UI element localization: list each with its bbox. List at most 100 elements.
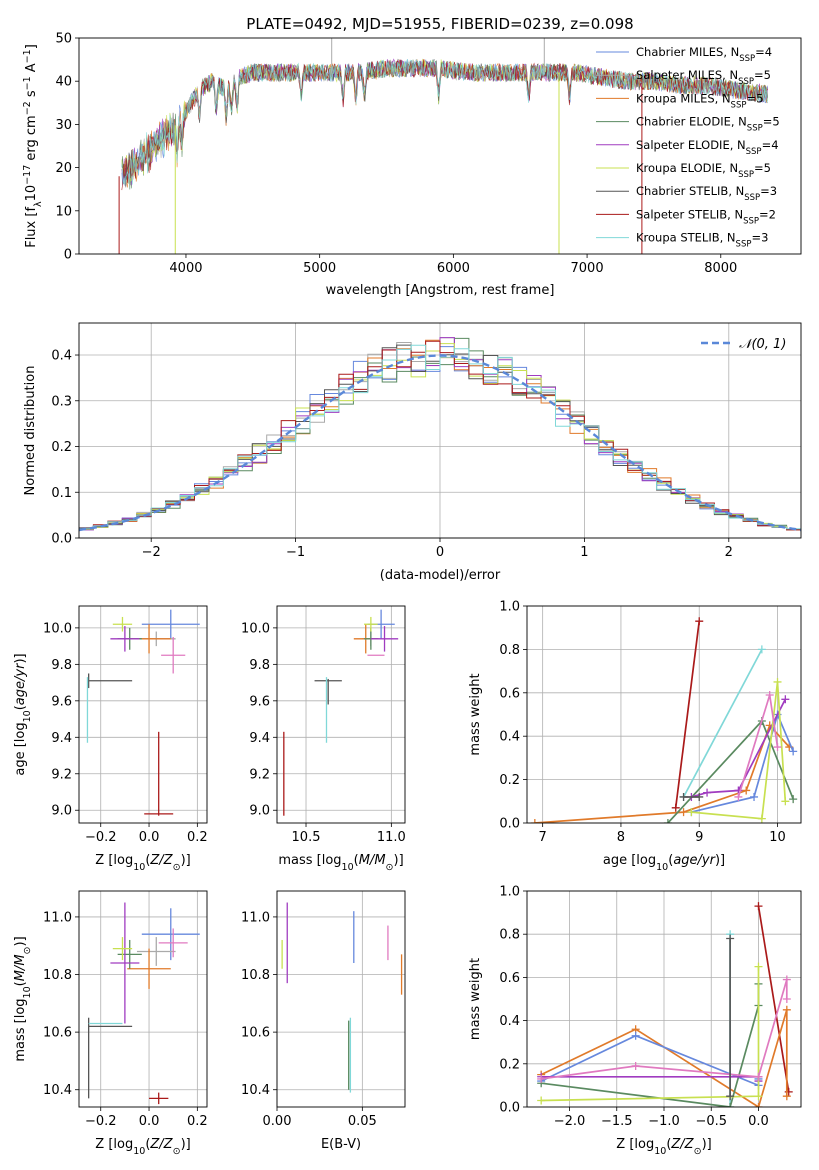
ytick-label-3: 9.6: [249, 694, 270, 709]
ytick-label-2: 10.8: [43, 968, 72, 983]
xtick-label-0: −2.0: [554, 1114, 586, 1129]
spectrum-xlabel: wavelength [Angstrom, rest frame]: [326, 283, 555, 298]
ytick-label-1: 0.1: [51, 486, 72, 501]
legend-label-7: Chabrier STELIB, NSSP=3: [636, 184, 777, 203]
xtick-label-1: 0.05: [348, 1114, 377, 1129]
plot-frame: [78, 322, 802, 539]
massweight-marker-7-3: [781, 797, 790, 806]
massweight-line-6: [541, 1075, 760, 1082]
ytick-label-4: 0.4: [51, 349, 72, 364]
massweight-marker-8-0: [734, 792, 743, 801]
massweight-marker-6-1: [703, 788, 712, 797]
legend-label-3: Kroupa MILES, NSSP=5: [636, 91, 763, 110]
age-vs-Z-ylabel: age [log10(age/yr)]: [13, 653, 33, 775]
massweight-marker-5-1: [726, 1103, 735, 1107]
massweight-marker-6-3: [781, 695, 790, 704]
massweight-marker-8-0: [537, 1074, 546, 1083]
massweight-line-4: [540, 1034, 760, 1087]
ytick-label-4: 40: [55, 75, 72, 90]
massweight-vs-age-panel: 7 8 9 10 0.0 0.2 0.4 0.6 0.8 1.0 age [log10(age/yr…: [468, 600, 802, 873]
massweight-marker-9-0: [679, 792, 688, 801]
massweight-line-1: [757, 905, 790, 1093]
massweight-marker-8-3: [782, 975, 791, 984]
ytick-label-0: 9.0: [51, 804, 72, 819]
residuals-xlabel: (data-model)/error: [380, 568, 501, 583]
xtick-label-0: −0.2: [85, 830, 117, 845]
xtick-label-0: −2: [142, 545, 161, 560]
ytick-label-3: 0.3: [51, 394, 72, 409]
massweight-vs-Z-ylabel: mass weight: [468, 958, 483, 1040]
xtick-label-1: 0.0: [139, 1114, 160, 1129]
ytick-label-5: 10.0: [241, 621, 270, 636]
legend-label-5: Salpeter ELODIE, NSSP=4: [636, 138, 779, 157]
plot-frame: [78, 37, 802, 255]
ytick-label-1: 9.2: [51, 767, 72, 782]
massweight-marker-1-0: [671, 803, 680, 812]
spectrum-panel: 4000 5000 6000 7000 8000 0 10 20 30 40 50 wavelengt…: [22, 32, 802, 298]
xtick-label-1: −1: [286, 545, 305, 560]
xtick-label-2: 0.2: [187, 830, 208, 845]
ytick-label-4: 9.8: [51, 658, 72, 673]
massweight-marker-4-1: [750, 792, 759, 801]
massweight-line-7: [541, 966, 760, 1102]
legend-label-9: Kroupa STELIB, NSSP=3: [636, 231, 768, 250]
massweight-marker-3-3: [782, 1005, 791, 1014]
massweight-line-1: [674, 621, 701, 808]
massweight-line-2: [682, 649, 763, 798]
spectrum-series-9: [121, 59, 768, 186]
normal-reference-curve: [79, 354, 801, 532]
plot-frame: [526, 890, 802, 1108]
age-vs-mass-xlabel: mass [log10(M/M⊙)]: [278, 853, 403, 873]
ytick-label-5: 50: [55, 32, 72, 47]
xtick-label-0: 0.00: [263, 1114, 292, 1129]
plot-frame: [78, 605, 208, 824]
massweight-marker-2-1: [757, 645, 766, 654]
ytick-label-0: 0: [64, 248, 72, 263]
plot-area: [86, 609, 200, 816]
xtick-label-1: 0.0: [139, 830, 160, 845]
xtick-label-2: 6000: [437, 261, 470, 276]
mass-vs-EBV-xlabel: E(B-V): [321, 1137, 361, 1152]
legend-label-normal: 𝒩(0, 1): [739, 337, 786, 352]
ytick-label-4: 0.8: [499, 643, 520, 658]
xtick-label-1: 8: [617, 830, 625, 845]
ytick-label-3: 0.6: [499, 686, 520, 701]
ytick-label-2: 0.4: [499, 1014, 520, 1029]
massweight-line-3: [540, 1009, 788, 1107]
ytick-label-2: 9.4: [249, 731, 270, 746]
legend-label-1: Chabrier MILES, NSSP=4: [636, 45, 772, 64]
spectrum-title: PLATE=0492, MJD=51955, FIBERID=0239, z=0…: [246, 15, 633, 33]
ytick-label-1: 9.2: [249, 767, 270, 782]
xtick-label-0: −0.2: [85, 1114, 117, 1129]
massweight-marker-7-2: [754, 962, 763, 971]
xtick-label-0: 4000: [169, 261, 202, 276]
massweight-marker-7-0: [537, 1096, 546, 1105]
massweight-marker-3-2: [754, 1103, 763, 1107]
massweight-marker-4-1: [631, 1031, 640, 1040]
massweight-marker-9-0: [726, 1092, 735, 1101]
ytick-label-0: 0.0: [499, 1101, 520, 1116]
ytick-label-0: 0.0: [51, 532, 72, 547]
plot-area: [530, 617, 798, 823]
mass-vs-Z-panel: −0.2 0.0 0.2 10.4 10.6 10.8 11.0 Z [log10(Z/Z⊙)…: [13, 890, 208, 1157]
mass-vs-EBV-panel: 0.00 0.05 10.4 10.6 10.8 11.0 E(B-V): [241, 890, 406, 1152]
plot-frame: [526, 605, 802, 824]
xtick-label-1: −1.5: [601, 1114, 633, 1129]
ytick-label-0: 0.0: [499, 817, 520, 832]
massweight-marker-1-0: [754, 902, 763, 911]
mass-vs-Z-xlabel: Z [log10(Z/Z⊙)]: [95, 1137, 190, 1157]
xtick-label-4: 2: [725, 545, 733, 560]
ytick-label-4: 9.8: [249, 658, 270, 673]
massweight-marker-7-1: [754, 1092, 763, 1101]
xtick-label-0: 7: [539, 830, 547, 845]
plot-frame: [78, 890, 208, 1108]
plot-area: [283, 609, 399, 816]
plot-area: [118, 38, 768, 254]
massweight-marker-3-4: [782, 1092, 791, 1101]
residuals-panel: −2 −1 0 1 2 0.0 0.1 0.2 0.3 0.4 𝒩(0, 1) (data-model…: [23, 322, 802, 583]
massweight-marker-3-0: [530, 819, 539, 823]
spectrum-legend: Chabrier MILES, NSSP=4 Salpeter MILES, NS…: [596, 45, 780, 250]
massweight-marker-8-1: [631, 1061, 640, 1070]
massweight-marker-1-1: [784, 1087, 793, 1096]
